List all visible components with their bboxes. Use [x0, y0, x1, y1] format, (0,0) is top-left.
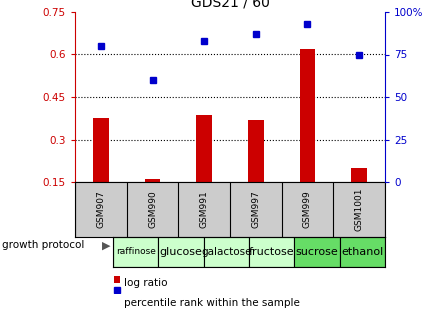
Bar [203, 237, 249, 267]
Bar [339, 237, 384, 267]
Text: raffinose: raffinose [116, 248, 155, 256]
Bar [350, 168, 366, 182]
Text: fructose: fructose [248, 247, 294, 257]
Text: GSM1001: GSM1001 [354, 188, 363, 231]
Bar [196, 115, 212, 182]
Text: GSM999: GSM999 [302, 191, 311, 228]
Bar [114, 276, 120, 283]
Bar [249, 237, 294, 267]
Text: percentile rank within the sample: percentile rank within the sample [123, 298, 299, 308]
Text: log ratio: log ratio [123, 278, 167, 288]
Bar [93, 118, 108, 182]
Text: GSM997: GSM997 [251, 191, 260, 228]
Bar [294, 237, 339, 267]
Bar [113, 237, 158, 267]
Text: GSM990: GSM990 [147, 191, 157, 228]
Text: glucose: glucose [159, 247, 202, 257]
Bar [248, 120, 263, 182]
Text: sucrose: sucrose [295, 247, 338, 257]
Bar [144, 179, 160, 182]
Text: ▶: ▶ [102, 240, 111, 250]
Text: growth protocol: growth protocol [2, 240, 84, 250]
Text: galactose: galactose [201, 247, 251, 257]
Text: GSM991: GSM991 [199, 191, 208, 228]
Text: GSM907: GSM907 [96, 191, 105, 228]
Bar [158, 237, 203, 267]
Bar [299, 49, 314, 182]
Title: GDS21 / 60: GDS21 / 60 [190, 0, 269, 9]
Text: ethanol: ethanol [341, 247, 383, 257]
